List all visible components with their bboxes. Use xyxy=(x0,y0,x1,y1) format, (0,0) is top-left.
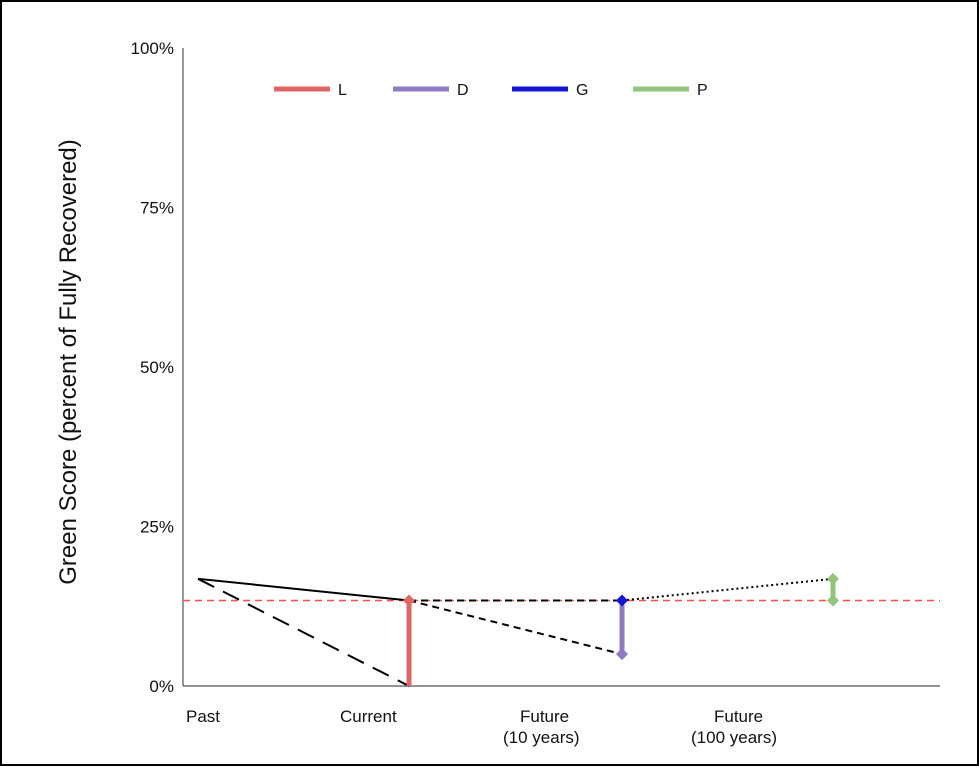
legend-label: L xyxy=(338,82,347,99)
legend-label: G xyxy=(576,82,588,99)
x-tick-line: Future xyxy=(520,707,569,726)
x-tick-label: Current xyxy=(340,707,397,726)
legend-label: P xyxy=(697,82,708,99)
x-tick-line: (100 years) xyxy=(691,728,777,747)
x-tick-line: Past xyxy=(186,707,220,726)
series-marker-g xyxy=(616,594,628,607)
series-marker-d xyxy=(616,648,628,661)
y-tick-labels: 0% 25% 50% 75% 100% xyxy=(131,39,174,696)
x-tick-label: Future (10 years) xyxy=(503,707,580,747)
axes xyxy=(182,48,940,687)
series-marks xyxy=(403,572,839,686)
y-axis-label: Green Score (percent of Fully Recovered) xyxy=(55,139,82,585)
y-tick-label: 75% xyxy=(140,199,174,218)
x-tick-line: Current xyxy=(340,707,397,726)
trajectory-line xyxy=(621,577,834,602)
x-tick-label: Future (100 years) xyxy=(691,707,777,747)
x-tick-line: (10 years) xyxy=(503,728,580,747)
trajectory-line xyxy=(408,599,623,656)
y-tick-label: 0% xyxy=(149,677,174,696)
series-marker-p xyxy=(827,572,839,585)
x-tick-labels: Past Current Future (10 years) Future (100 ye… xyxy=(186,707,777,747)
y-tick-label: 50% xyxy=(140,358,174,377)
legend-label: D xyxy=(457,82,469,99)
trajectory-lines xyxy=(197,577,834,687)
x-tick-line: Future xyxy=(714,707,763,726)
trajectory-line xyxy=(197,577,410,687)
series-marker-l xyxy=(403,594,415,607)
y-tick-label: 25% xyxy=(140,518,174,537)
x-tick-label: Past xyxy=(186,707,220,726)
y-tick-label: 100% xyxy=(131,39,174,58)
series-marker-p xyxy=(827,594,839,607)
trajectory-line xyxy=(197,577,410,602)
